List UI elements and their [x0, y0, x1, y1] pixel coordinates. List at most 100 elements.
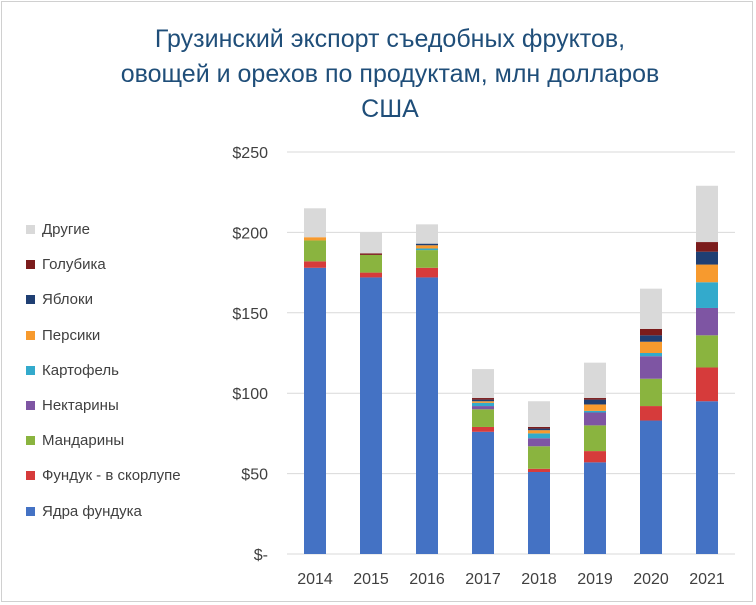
bar-segment — [528, 471, 550, 554]
legend-label: Фундук - в скорлупе — [42, 467, 181, 485]
bar-segment — [640, 378, 662, 407]
legend-swatch — [26, 260, 35, 270]
legend-item: Фундук - в скорлупе — [26, 458, 216, 493]
bar-segment — [584, 410, 606, 413]
bar-segment — [360, 277, 382, 554]
y-axis-ticks: $- $50 $100 $150 $200 $250 — [232, 145, 268, 564]
bar-segment — [360, 254, 382, 273]
legend-item: Яблоки — [26, 282, 216, 317]
y-tick-label: $- — [254, 547, 268, 564]
bar-segment — [584, 398, 606, 400]
bar-segment — [696, 282, 718, 308]
bar-segment — [416, 224, 438, 244]
bar-segment — [584, 404, 606, 411]
bar-segment — [696, 264, 718, 283]
bar-segment — [416, 248, 438, 251]
legend-item: Другие — [26, 212, 216, 247]
bar-segment — [696, 307, 718, 336]
legend-item: Ядра фундука — [26, 494, 216, 529]
legend-swatch — [26, 436, 35, 446]
bar-segment — [472, 426, 494, 432]
bar-segment — [696, 185, 718, 243]
legend-label: Другие — [42, 221, 91, 239]
y-tick-label: $200 — [232, 225, 268, 242]
bar-segment — [416, 250, 438, 268]
bar-segment — [304, 261, 326, 268]
bar-segment — [696, 335, 718, 368]
legend-label: Нектарины — [42, 397, 119, 415]
y-tick-label: $250 — [232, 145, 268, 162]
x-tick-label: 2019 — [577, 571, 613, 588]
legend-swatch — [26, 506, 35, 516]
bar-segment — [528, 446, 550, 469]
legend-label: Ядра фундука — [42, 502, 142, 520]
bar-segment — [584, 362, 606, 399]
legend-swatch — [26, 330, 35, 340]
x-tick-label: 2018 — [521, 571, 557, 588]
bar-segment — [472, 398, 494, 400]
bar-segment — [304, 267, 326, 554]
bar-segment — [584, 399, 606, 405]
x-tick-label: 2020 — [633, 571, 669, 588]
bar-segment — [472, 431, 494, 554]
bar-segment — [640, 341, 662, 353]
legend-item: Нектарины — [26, 388, 216, 423]
bar-segment — [360, 232, 382, 254]
bar-segment — [304, 237, 326, 241]
bar-segment — [472, 402, 494, 407]
x-tick-label: 2014 — [297, 571, 333, 588]
legend: Другие Голубика Яблоки Персики Картофель Нект… — [26, 212, 216, 529]
bar-segment — [584, 412, 606, 426]
bar-segment — [696, 401, 718, 554]
bar-segment — [304, 240, 326, 262]
y-tick-label: $150 — [232, 306, 268, 323]
legend-swatch — [26, 295, 35, 305]
legend-swatch — [26, 365, 35, 375]
bar-segment — [584, 451, 606, 463]
bar-segment — [584, 462, 606, 554]
legend-item: Голубика — [26, 247, 216, 282]
bar-segment — [640, 406, 662, 421]
legend-item: Персики — [26, 318, 216, 353]
legend-label: Голубика — [42, 256, 106, 274]
bars — [304, 185, 718, 554]
x-axis-ticks: 2014 2015 2016 2017 2018 2019 2020 2021 — [297, 571, 725, 588]
bar-segment — [640, 356, 662, 379]
bar-segment — [472, 409, 494, 427]
bar-segment — [696, 251, 718, 265]
legend-item: Мандарины — [26, 423, 216, 458]
bar-segment — [640, 328, 662, 336]
bar-segment — [416, 267, 438, 278]
bar-segment — [528, 426, 550, 429]
bar-segment — [528, 430, 550, 434]
bar-segment — [640, 353, 662, 357]
legend-label: Картофель — [42, 361, 119, 379]
bar-segment — [416, 277, 438, 554]
y-tick-label: $100 — [232, 386, 268, 403]
bar-segment — [472, 399, 494, 402]
x-tick-label: 2015 — [353, 571, 389, 588]
legend-swatch — [26, 225, 35, 235]
gridlines — [287, 151, 735, 555]
bar-segment — [640, 420, 662, 554]
x-tick-label: 2021 — [689, 571, 725, 588]
bar-segment — [528, 433, 550, 439]
bar-segment — [528, 468, 550, 472]
bar-segment — [304, 208, 326, 238]
chart-title: Грузинский экспорт съедобных фруктов, ов… — [120, 25, 660, 123]
x-tick-label: 2016 — [409, 571, 445, 588]
bar-segment — [416, 243, 438, 246]
x-tick-label: 2017 — [465, 571, 501, 588]
y-tick-label: $50 — [241, 467, 268, 484]
bar-segment — [528, 428, 550, 431]
legend-swatch — [26, 471, 35, 481]
bar-segment — [584, 425, 606, 452]
bar-segment — [472, 369, 494, 399]
legend-label: Персики — [42, 326, 101, 344]
bar-segment — [528, 401, 550, 427]
legend-label: Яблоки — [42, 291, 93, 309]
bar-segment — [696, 242, 718, 252]
bar-segment — [640, 335, 662, 342]
bar-segment — [360, 253, 382, 255]
